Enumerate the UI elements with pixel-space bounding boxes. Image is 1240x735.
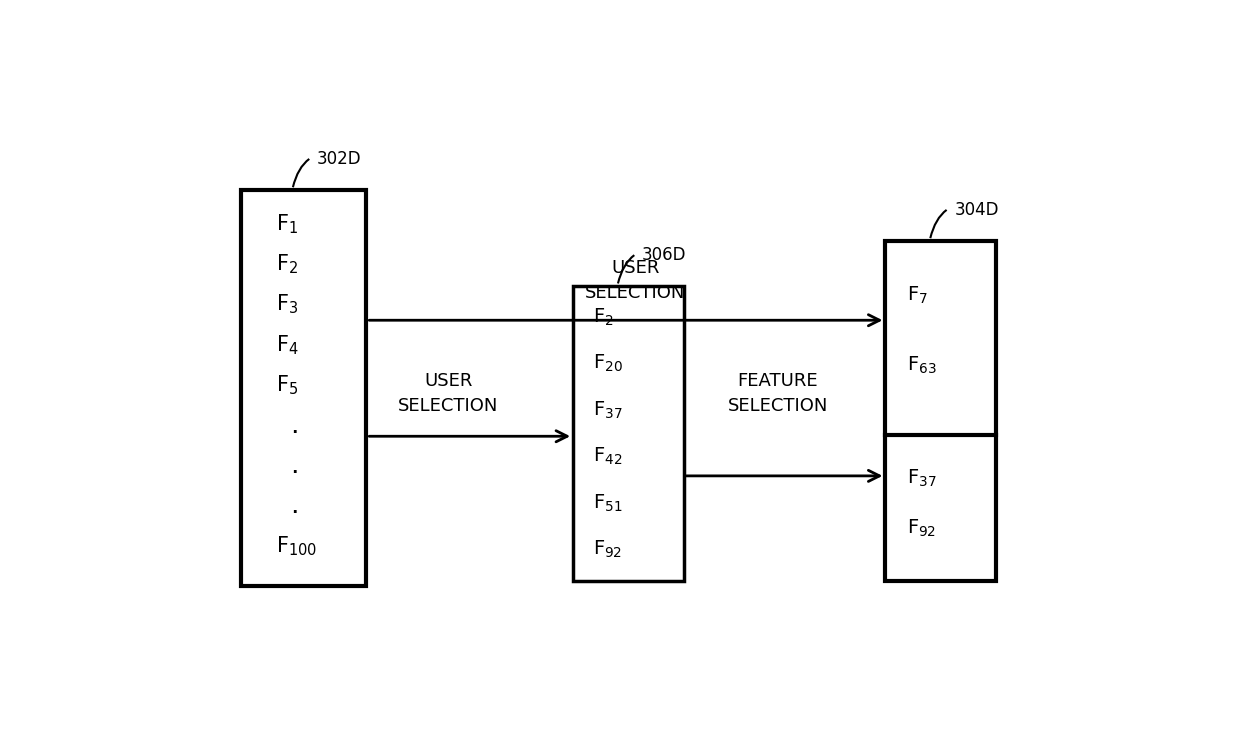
- Bar: [885, 241, 996, 581]
- Text: $\mathregular{F}_{42}$: $\mathregular{F}_{42}$: [593, 446, 622, 467]
- Text: $\mathregular{F}_{5}$: $\mathregular{F}_{5}$: [277, 373, 299, 397]
- Text: $\mathregular{F}_{92}$: $\mathregular{F}_{92}$: [593, 539, 622, 560]
- Text: $\mathregular{F}_{2}$: $\mathregular{F}_{2}$: [593, 306, 614, 328]
- Text: $\mathregular{F}_{1}$: $\mathregular{F}_{1}$: [277, 212, 299, 236]
- Text: $\mathregular{F}_{51}$: $\mathregular{F}_{51}$: [593, 492, 622, 514]
- Text: $\mathregular{F}_{4}$: $\mathregular{F}_{4}$: [277, 333, 299, 356]
- Text: $\mathregular{F}_{100}$: $\mathregular{F}_{100}$: [277, 535, 317, 559]
- Text: 302D: 302D: [317, 150, 362, 168]
- Text: .: .: [290, 493, 298, 520]
- Bar: [573, 287, 683, 581]
- Text: .: .: [290, 453, 298, 479]
- Text: .: .: [290, 412, 298, 439]
- Text: $\mathregular{F}_{20}$: $\mathregular{F}_{20}$: [593, 354, 622, 374]
- Text: $\mathregular{F}_{92}$: $\mathregular{F}_{92}$: [908, 517, 936, 539]
- Bar: [242, 190, 367, 587]
- Text: $\mathregular{F}_{63}$: $\mathregular{F}_{63}$: [908, 354, 937, 376]
- Text: 304D: 304D: [955, 201, 998, 219]
- Text: FEATURE
SELECTION: FEATURE SELECTION: [728, 373, 828, 415]
- Text: $\mathregular{F}_{2}$: $\mathregular{F}_{2}$: [277, 253, 299, 276]
- Text: $\mathregular{F}_{37}$: $\mathregular{F}_{37}$: [908, 467, 937, 489]
- Text: 306D: 306D: [642, 246, 687, 264]
- Text: USER
SELECTION: USER SELECTION: [585, 259, 686, 302]
- Text: USER
SELECTION: USER SELECTION: [398, 373, 498, 415]
- Text: $\mathregular{F}_{37}$: $\mathregular{F}_{37}$: [593, 400, 622, 421]
- Text: $\mathregular{F}_{7}$: $\mathregular{F}_{7}$: [908, 284, 929, 306]
- Text: $\mathregular{F}_{3}$: $\mathregular{F}_{3}$: [277, 293, 299, 317]
